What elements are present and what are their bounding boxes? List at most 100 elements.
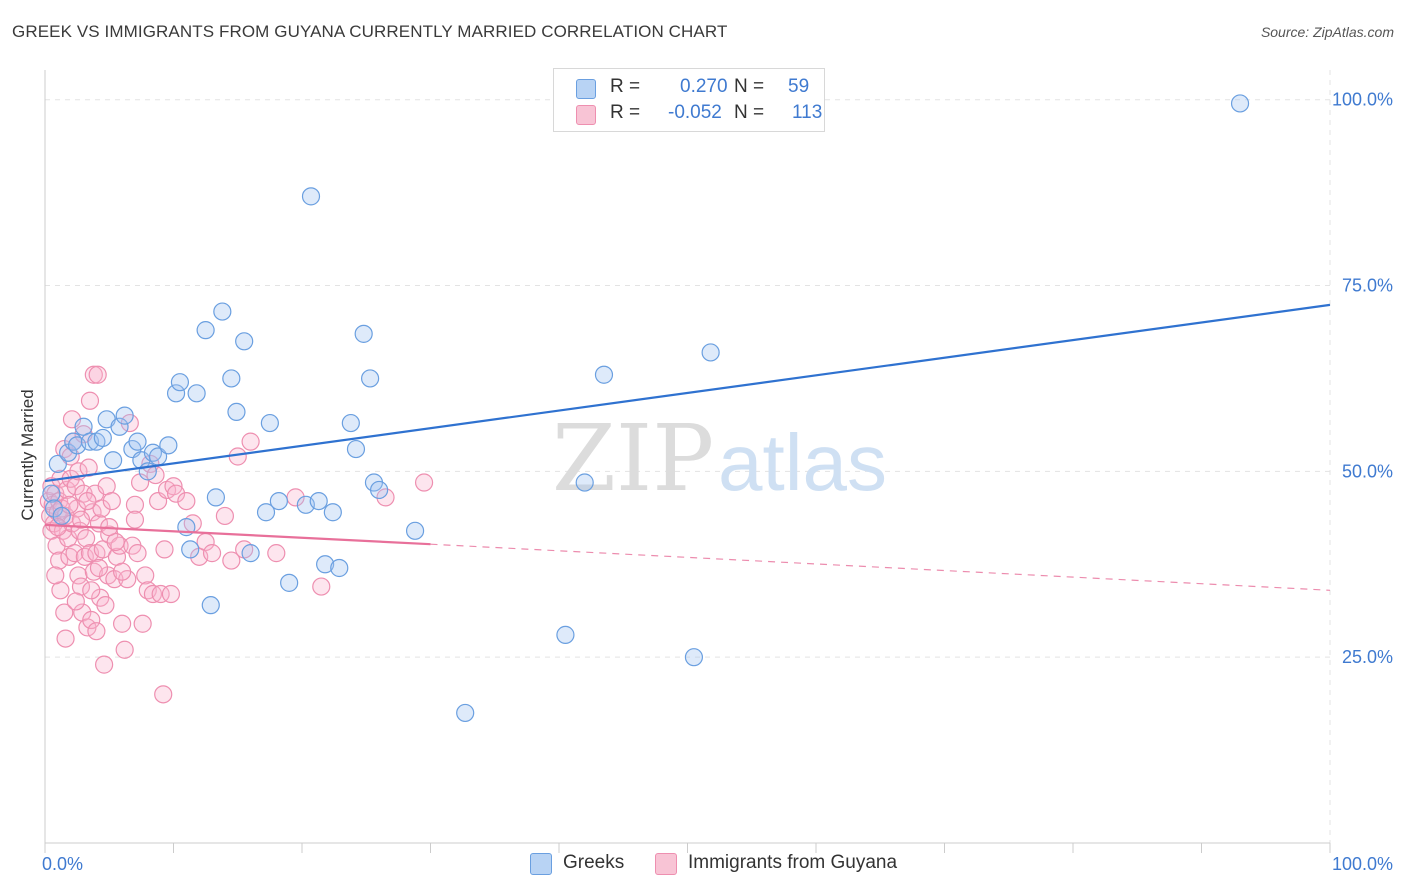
data-point-greeks: [354, 324, 373, 343]
data-point-greeks: [181, 540, 200, 559]
data-point-guyana: [82, 610, 101, 630]
trend-line-guyana-extrapolated: [430, 543, 1331, 591]
data-point-guyana: [50, 551, 69, 570]
correlation-legend: R = 0.270 N = 59 R = -0.052 N = 113: [553, 68, 825, 132]
data-point-guyana: [46, 566, 65, 585]
data-point-greeks: [115, 406, 134, 425]
data-point-guyana: [143, 584, 163, 604]
data-point-guyana: [82, 581, 101, 600]
bottom-legend-label-guyana: Immigrants from Guyana: [688, 852, 898, 873]
data-point-greeks: [213, 302, 232, 321]
data-point-greeks: [159, 436, 178, 455]
data-point-guyana: [125, 510, 145, 529]
data-point-greeks: [48, 454, 67, 474]
data-point-guyana: [65, 544, 84, 563]
data-point-greeks: [575, 473, 594, 492]
data-point-guyana: [376, 488, 395, 507]
data-point-greeks: [309, 491, 328, 511]
legend-n-value: 113: [792, 102, 823, 123]
data-point-guyana: [87, 622, 106, 641]
data-point-guyana: [312, 577, 331, 596]
data-point-greeks: [201, 596, 220, 615]
data-point-guyana: [80, 391, 100, 410]
legend-n-label: N =: [734, 76, 765, 97]
data-point-guyana: [414, 473, 434, 492]
data-point-guyana: [71, 510, 91, 529]
data-point-greeks: [110, 417, 129, 436]
data-point-guyana: [202, 544, 222, 563]
data-point-greeks: [222, 369, 241, 388]
data-point-greeks: [227, 402, 246, 422]
data-point-greeks: [235, 332, 254, 351]
data-point-guyana: [112, 614, 132, 633]
bottom-legend-swatch-guyana: [655, 853, 677, 875]
y-tick-label: 100.0%: [1332, 90, 1393, 110]
watermark-atlas: atlas: [718, 418, 887, 507]
data-point-greeks: [330, 558, 349, 578]
legend-swatch-guyana: [576, 105, 596, 125]
data-point-greeks: [260, 413, 279, 433]
gridlines: [45, 70, 1331, 843]
data-point-guyana: [161, 584, 181, 604]
data-point-greeks: [316, 555, 335, 574]
data-point-guyana: [215, 506, 234, 526]
data-point-greeks: [44, 499, 64, 518]
data-point-guyana: [84, 365, 103, 384]
data-point-guyana: [151, 584, 170, 604]
data-point-greeks: [170, 373, 190, 392]
data-point-greeks: [166, 384, 186, 403]
x-tick-label: 100.0%: [1332, 854, 1393, 874]
data-point-guyana: [92, 499, 111, 518]
data-point-guyana: [177, 491, 196, 511]
data-point-greeks: [556, 625, 575, 644]
bottom-legend-swatch-greeks: [530, 853, 552, 875]
data-point-guyana: [154, 685, 173, 704]
data-point-guyana: [100, 525, 119, 544]
data-point-greeks: [241, 544, 260, 563]
data-point-greeks: [206, 488, 226, 507]
source-label: Source: ZipAtlas.com: [1260, 24, 1394, 40]
data-point-guyana: [222, 551, 241, 570]
legend-n-value: 59: [788, 76, 810, 97]
data-point-guyana: [241, 432, 260, 451]
data-point-guyana: [95, 655, 114, 674]
trend-lines: [44, 303, 1331, 591]
data-point-greeks: [52, 506, 71, 526]
data-point-guyana: [79, 458, 98, 477]
trend-line-guyana: [44, 523, 431, 546]
data-point-greeks: [323, 503, 342, 522]
data-point-greeks: [269, 491, 288, 511]
data-point-guyana: [125, 495, 145, 514]
y-tick-label: 50.0%: [1342, 461, 1393, 481]
chart-title: GREEK VS IMMIGRANTS FROM GUYANA CURRENTL…: [12, 22, 728, 41]
legend-r-label: R =: [610, 76, 641, 97]
legend-r-label: R =: [610, 102, 641, 123]
data-point-guyana: [128, 544, 147, 563]
data-point-greeks: [196, 321, 215, 340]
data-point-greeks: [594, 365, 614, 384]
data-point-guyana: [112, 562, 132, 581]
data-point-guyana: [166, 484, 186, 503]
data-point-greeks: [301, 187, 321, 206]
data-point-guyana: [155, 540, 174, 559]
y-tick-label: 75.0%: [1342, 276, 1393, 296]
data-point-greeks: [346, 439, 366, 459]
data-point-guyana: [48, 518, 67, 537]
data-point-guyana: [267, 544, 286, 563]
trend-line-greeks: [44, 303, 1331, 483]
watermark: ZIP atlas: [552, 405, 887, 512]
data-point-guyana: [133, 614, 152, 633]
data-point-greeks: [701, 343, 720, 362]
legend-r-value: 0.270: [680, 76, 728, 97]
legend-n-label: N =: [734, 102, 765, 123]
data-point-greeks: [128, 432, 147, 451]
bottom-legend-label-greeks: Greeks: [563, 852, 625, 873]
data-point-guyana: [102, 491, 121, 511]
data-point-greeks: [42, 484, 61, 503]
data-point-guyana: [78, 491, 97, 511]
data-point-greeks: [341, 413, 360, 433]
data-point-guyana: [69, 566, 88, 585]
data-point-guyana: [77, 529, 96, 548]
data-point-greeks: [280, 573, 299, 592]
